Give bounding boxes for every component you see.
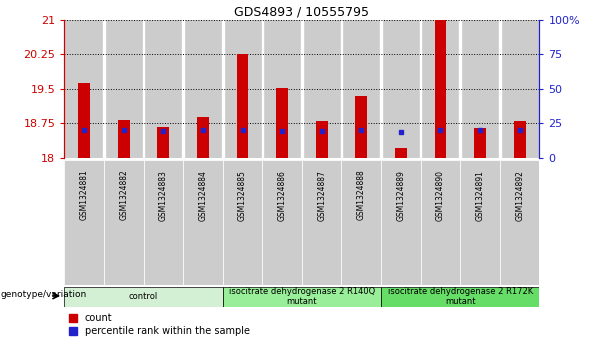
Text: GSM1324883: GSM1324883 (159, 170, 168, 221)
Bar (118, 120, 130, 158)
Bar (104, 20, 143, 158)
Bar (316, 121, 327, 158)
Text: GSM1324881: GSM1324881 (80, 170, 89, 220)
Bar (143, 20, 144, 158)
Text: GSM1324889: GSM1324889 (397, 170, 405, 221)
Bar (381, 160, 421, 285)
Bar (499, 20, 501, 158)
Bar (500, 20, 539, 158)
Bar (460, 20, 461, 158)
Bar (78, 83, 90, 158)
Bar (302, 160, 341, 285)
Legend: count, percentile rank within the sample: count, percentile rank within the sample (69, 313, 249, 337)
Bar (421, 20, 460, 158)
Bar (143, 160, 183, 285)
Text: control: control (129, 292, 158, 301)
Bar (341, 20, 381, 158)
Bar (223, 20, 262, 158)
Bar (104, 160, 143, 285)
Text: GSM1324882: GSM1324882 (120, 170, 128, 220)
Bar (262, 160, 302, 285)
Text: isocitrate dehydrogenase 2 R140Q
mutant: isocitrate dehydrogenase 2 R140Q mutant (229, 287, 375, 306)
Bar (381, 287, 539, 307)
Text: GSM1324890: GSM1324890 (436, 170, 445, 221)
Text: GSM1324884: GSM1324884 (199, 170, 207, 221)
Text: GSM1324892: GSM1324892 (515, 170, 524, 221)
Bar (262, 20, 263, 158)
Bar (183, 20, 223, 158)
Bar (158, 127, 169, 158)
Bar (197, 117, 209, 158)
Bar (183, 160, 223, 285)
Text: GSM1324885: GSM1324885 (238, 170, 247, 221)
Bar (302, 20, 341, 158)
Title: GDS4893 / 10555795: GDS4893 / 10555795 (234, 6, 370, 19)
Bar (474, 128, 486, 158)
Bar (435, 20, 446, 158)
Bar (64, 160, 104, 285)
Bar (64, 20, 104, 158)
Bar (500, 160, 539, 285)
Bar (237, 54, 248, 158)
Bar (341, 20, 342, 158)
Bar (64, 287, 223, 307)
Bar (182, 20, 184, 158)
Text: GSM1324887: GSM1324887 (317, 170, 326, 221)
Bar (341, 160, 381, 285)
Bar (276, 88, 288, 158)
Bar (103, 20, 105, 158)
Bar (395, 148, 407, 158)
Bar (356, 96, 367, 158)
Bar (262, 20, 302, 158)
Bar (514, 121, 525, 158)
Bar (223, 160, 262, 285)
Bar (460, 20, 500, 158)
Bar (301, 20, 303, 158)
Bar (460, 160, 500, 285)
Bar (420, 20, 422, 158)
Text: GSM1324888: GSM1324888 (357, 170, 366, 220)
Bar (421, 160, 460, 285)
Text: GSM1324891: GSM1324891 (476, 170, 484, 221)
Bar (381, 20, 421, 158)
Bar (223, 287, 381, 307)
Bar (143, 20, 183, 158)
Text: isocitrate dehydrogenase 2 R172K
mutant: isocitrate dehydrogenase 2 R172K mutant (387, 287, 533, 306)
Text: GSM1324886: GSM1324886 (278, 170, 287, 221)
Bar (380, 20, 382, 158)
Bar (222, 20, 224, 158)
Text: genotype/variation: genotype/variation (1, 290, 87, 298)
